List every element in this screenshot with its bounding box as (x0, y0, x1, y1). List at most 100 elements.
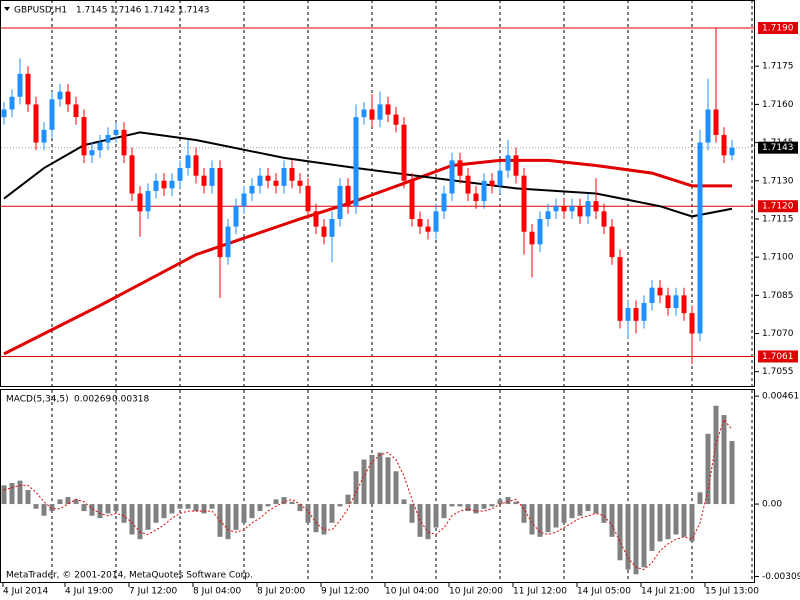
histogram-bar (257, 504, 263, 512)
candle-body (657, 287, 663, 296)
candle-body (409, 180, 415, 219)
histogram-bar (441, 504, 447, 519)
histogram-bar (273, 499, 279, 505)
histogram-bar (281, 497, 287, 505)
histogram-bar (569, 504, 575, 519)
histogram-bar (89, 504, 95, 516)
y-tick-label: 1.7100 (762, 253, 794, 263)
candle-body (97, 142, 103, 151)
candle-body (633, 308, 639, 321)
histogram-bar (489, 504, 495, 507)
header-value: 1.7143 (178, 6, 210, 16)
candle-body (73, 104, 79, 118)
histogram-bar (521, 504, 527, 523)
histogram-bar (113, 504, 119, 512)
histogram-bar (33, 504, 39, 509)
candle-body (673, 295, 679, 309)
histogram-bar (561, 504, 567, 523)
x-tick-label: 14 Jul 21:00 (641, 587, 695, 597)
histogram-bar (241, 504, 247, 523)
histogram-bar (249, 504, 255, 519)
price-tag (758, 141, 798, 154)
histogram-bar (417, 504, 423, 537)
candle-body (297, 180, 303, 186)
candle-body (489, 180, 495, 186)
histogram-bar (729, 441, 735, 505)
histogram-bar (505, 497, 511, 505)
candle-body (625, 308, 631, 321)
histogram-bar (73, 499, 79, 505)
macd-title: MACD(5,34,5) (6, 395, 69, 405)
candle-body (89, 150, 95, 156)
candle-body (225, 226, 231, 258)
candle-body (313, 211, 319, 227)
histogram-bar (513, 501, 519, 505)
histogram-bar (497, 499, 503, 505)
histogram-bar (545, 504, 551, 533)
candle-body (417, 218, 423, 227)
candle-body (257, 175, 263, 186)
candle-body (361, 109, 367, 118)
candle-body (169, 180, 175, 189)
histogram-bar (609, 504, 615, 537)
histogram-bar (481, 504, 487, 509)
histogram-bar (233, 504, 239, 530)
x-tick-label: 4 Jul 19:00 (65, 587, 114, 597)
x-tick-label: 14 Jul 05:00 (577, 587, 631, 597)
candle-body (105, 134, 111, 143)
histogram-bar (449, 504, 455, 507)
candle-body (529, 231, 535, 245)
candle-body (385, 104, 391, 115)
histogram-bar (97, 504, 103, 519)
histogram-bar (161, 504, 167, 519)
candle-body (377, 104, 383, 120)
candle-body (441, 193, 447, 212)
y-tick-label: 1.7115 (762, 214, 794, 224)
candle-body (689, 313, 695, 334)
histogram-bar (49, 504, 55, 512)
candle-body (329, 218, 335, 237)
candle-body (713, 109, 719, 135)
x-tick-label: 7 Jul 12:00 (129, 587, 178, 597)
histogram-bar (713, 405, 719, 505)
candle-body (17, 73, 23, 97)
candle-body (345, 185, 351, 207)
histogram-bar (625, 504, 631, 570)
x-tick-label: 10 Jul 04:00 (385, 587, 439, 597)
candle-body (553, 206, 559, 212)
histogram-bar (457, 504, 463, 507)
histogram-bar (289, 501, 295, 505)
histogram-bar (577, 504, 583, 516)
histogram-bar (201, 504, 207, 514)
candle-body (49, 99, 55, 130)
candle-body (617, 257, 623, 321)
histogram-bar (225, 504, 231, 540)
symbol-title: GBPUSD,H1 (14, 6, 67, 16)
candle-body (569, 206, 575, 212)
candle-body (25, 73, 31, 105)
histogram-bar (81, 504, 87, 512)
level-tag (758, 350, 798, 363)
histogram-bar (641, 504, 647, 568)
histogram-bar (537, 504, 543, 537)
histogram-bar (65, 497, 71, 505)
candle-body (641, 302, 647, 321)
symbol-icon (4, 7, 10, 11)
histogram-bar (9, 482, 15, 505)
candle-body (129, 155, 135, 194)
candle-body (393, 114, 399, 125)
candle-body (433, 211, 439, 232)
candle-body (505, 155, 511, 171)
x-tick-label: 8 Jul 04:00 (193, 587, 242, 597)
candle-body (465, 175, 471, 194)
histogram-bar (369, 454, 375, 505)
candle-body (201, 175, 207, 186)
candle-body (177, 168, 183, 181)
histogram-bar (681, 504, 687, 537)
candle-body (273, 180, 279, 186)
histogram-bar (297, 504, 303, 512)
histogram-bar (401, 499, 407, 505)
x-tick-label: 15 Jul 13:00 (705, 587, 759, 597)
